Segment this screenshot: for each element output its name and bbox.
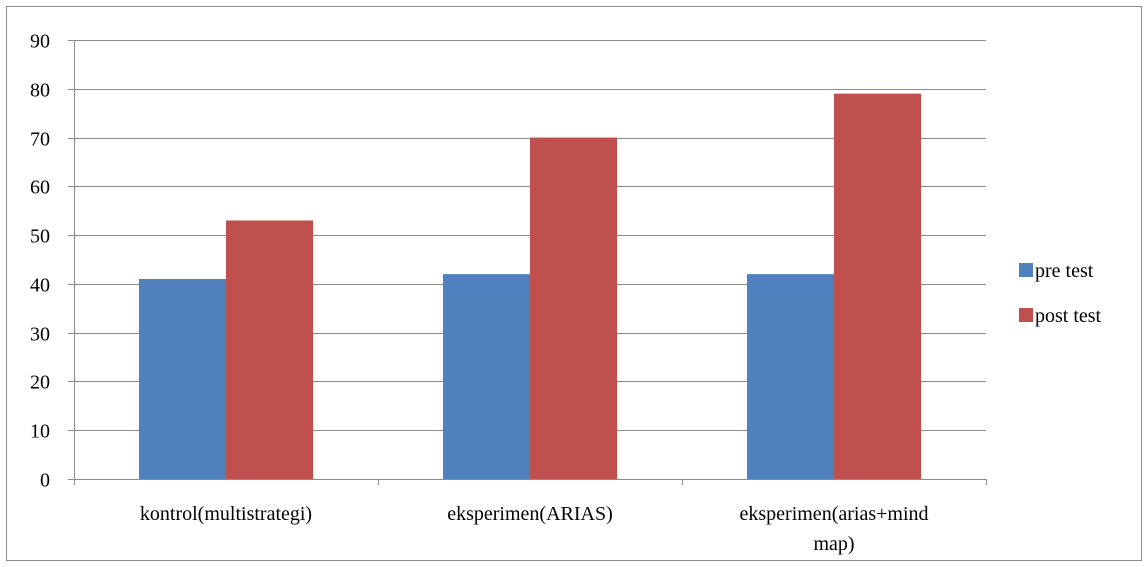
y-tick-label: 10 <box>30 421 50 443</box>
y-tick-label: 70 <box>30 129 50 151</box>
legend-label: post test <box>1035 305 1102 327</box>
legend: pre test post test <box>1019 260 1102 327</box>
y-tick-label: 40 <box>30 275 50 297</box>
bar <box>443 274 530 479</box>
x-tick-label: eksperimen(ARIAS) <box>447 503 613 525</box>
legend-swatch <box>1019 308 1033 322</box>
labels: 0 10 20 30 40 50 60 70 80 90 kontrol(multistrategi… <box>30 31 929 556</box>
y-tick-label: 60 <box>30 177 50 199</box>
y-tick-label: 0 <box>40 470 50 492</box>
legend-swatch <box>1019 263 1033 277</box>
x-tick-label: eksperimen(arias+mind <box>740 503 929 525</box>
bars <box>139 93 921 480</box>
y-tick-label: 80 <box>30 80 50 102</box>
bar <box>226 220 313 479</box>
x-tick-label: kontrol(multistrategi) <box>140 503 312 525</box>
y-tick-label: 90 <box>30 31 50 53</box>
legend-label: pre test <box>1035 260 1094 282</box>
x-tick-label: map) <box>813 533 854 555</box>
y-tick-label: 30 <box>30 324 50 346</box>
y-tick-label: 20 <box>30 372 50 394</box>
bar <box>834 93 921 480</box>
y-tick-label: 50 <box>30 226 50 248</box>
bar <box>747 274 834 479</box>
bar <box>530 137 617 480</box>
axes <box>68 40 987 485</box>
bar <box>139 279 226 479</box>
